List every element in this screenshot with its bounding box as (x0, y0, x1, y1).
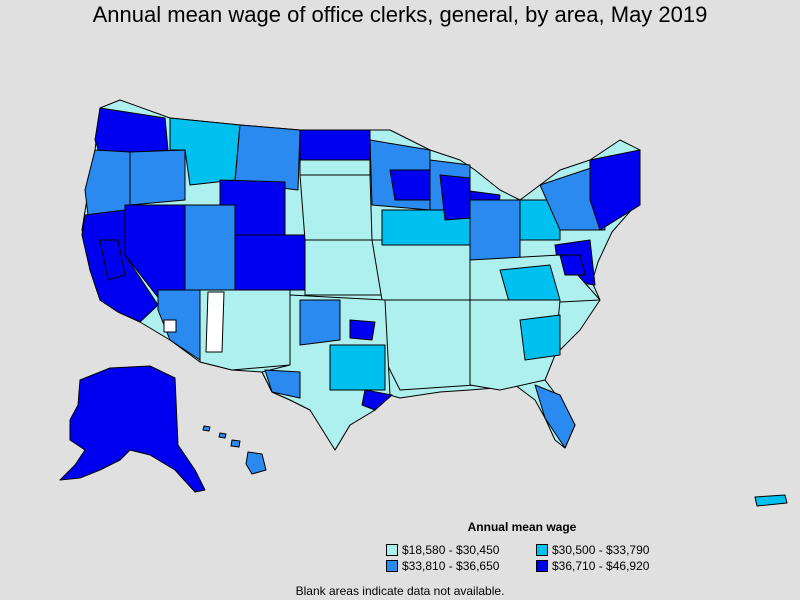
map-region (99, 239, 126, 281)
legend-label-4: $36,710 - $46,920 (552, 559, 650, 573)
map-region (439, 174, 471, 221)
map-region (499, 264, 561, 306)
legend-item-2: $30,500 - $33,790 (536, 543, 686, 557)
legend-item-3: $33,810 - $36,650 (386, 559, 536, 573)
map-region (299, 174, 373, 241)
map-region (559, 254, 586, 276)
legend-label-3: $33,810 - $36,650 (402, 559, 500, 573)
no-data-area (205, 291, 225, 353)
legend-swatch-1 (386, 544, 398, 556)
legend-title: Annual mean wage (467, 520, 577, 534)
footnote: Blank areas indicate data not available. (295, 584, 505, 598)
legend-swatch-3 (386, 560, 398, 572)
map-region (234, 124, 301, 191)
legend: Annual mean wage $18,580 - $30,450 $30,5… (386, 520, 686, 573)
map-region (534, 384, 576, 449)
map-region (381, 299, 476, 391)
legend-swatch-4 (536, 560, 548, 572)
map-region (218, 432, 227, 439)
map-region (202, 425, 211, 432)
map-region (157, 289, 201, 361)
map-region (163, 319, 177, 333)
legend-item-4: $36,710 - $46,920 (536, 559, 686, 573)
map-region (589, 149, 641, 231)
map-region (184, 204, 236, 291)
map-region (469, 199, 521, 261)
map-region (349, 319, 376, 341)
map-region (264, 369, 301, 399)
legend-swatch-2 (536, 544, 548, 556)
map-region (299, 299, 341, 346)
map-region (539, 164, 606, 231)
map-title: Annual mean wage of office clerks, gener… (92, 2, 708, 27)
hawaii (245, 451, 267, 475)
map-region (234, 234, 306, 291)
map-region (129, 149, 186, 206)
legend-label-1: $18,580 - $30,450 (402, 543, 500, 557)
map-region (304, 239, 383, 296)
map-region (389, 169, 431, 201)
map-region (519, 314, 561, 361)
map-region (361, 389, 393, 411)
map-region (329, 344, 386, 391)
alaska (59, 365, 206, 493)
puerto-rico (754, 494, 788, 507)
map-region (299, 129, 371, 161)
legend-item-1: $18,580 - $30,450 (386, 543, 536, 557)
map-region (84, 149, 131, 216)
map-region (230, 439, 241, 448)
legend-label-2: $30,500 - $33,790 (552, 543, 650, 557)
map-region (371, 239, 471, 301)
